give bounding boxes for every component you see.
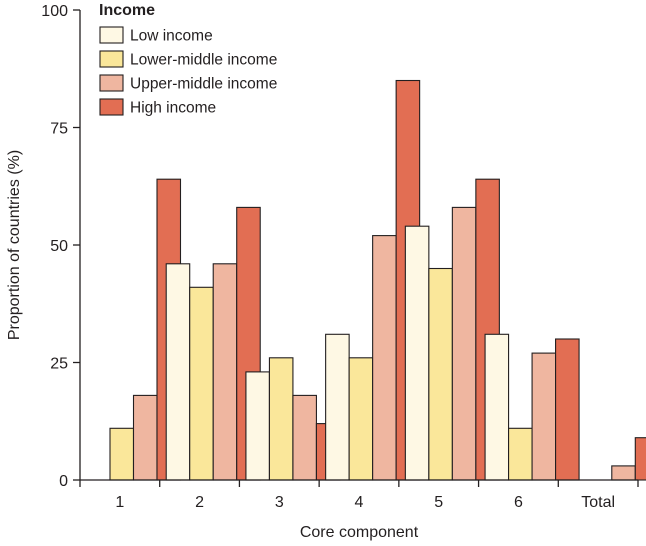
- bar-6-lower-middle-income: [508, 427, 533, 481]
- bar-3-lower-middle-income: [268, 357, 294, 481]
- bar-1-lower-middle-income: [109, 427, 135, 481]
- y-axis-title: Proportion of countries (%): [6, 150, 23, 340]
- y-tick-label: 50: [50, 238, 68, 255]
- bar-7-upper-middle-income: [611, 465, 636, 481]
- bar-7-high-income: [634, 437, 646, 481]
- bar-3-low-income: [245, 371, 270, 481]
- bar-4-upper-middle-income: [372, 235, 397, 481]
- legend-label: Upper-middle income: [130, 76, 277, 93]
- bar-6-upper-middle-income: [531, 352, 557, 481]
- legend-title: Income: [99, 2, 155, 19]
- legend-label: Lower-middle income: [130, 52, 277, 69]
- x-ticks-group: 1 2 3 4 5 6 Total: [79, 480, 639, 511]
- legend-label: Low income: [130, 28, 213, 45]
- legend-swatch-low-income: [99, 26, 124, 44]
- bar-6-low-income: [484, 333, 510, 481]
- bars-group: [109, 79, 646, 481]
- x-tick-label: 5: [434, 494, 443, 511]
- legend-swatch-high-income: [99, 98, 124, 116]
- bar-5-upper-middle-income: [451, 206, 477, 481]
- bar-4-lower-middle-income: [348, 357, 374, 481]
- bar-4-low-income: [325, 333, 350, 481]
- legend-label: High income: [130, 100, 216, 117]
- bar-5-lower-middle-income: [428, 267, 453, 481]
- y-tick-label: 0: [59, 473, 68, 490]
- x-tick-label: 1: [115, 494, 124, 511]
- bar-2-low-income: [165, 263, 191, 481]
- y-tick-label: 75: [50, 121, 68, 138]
- legend-swatch-upper-middle-income: [99, 74, 124, 92]
- bar-5-low-income: [404, 225, 430, 481]
- x-tick-label: 4: [355, 494, 364, 511]
- x-tick-label: 3: [275, 494, 284, 511]
- y-tick-label: 100: [41, 3, 68, 20]
- x-tick-label: 2: [195, 494, 204, 511]
- x-tick-label: Total: [581, 494, 615, 511]
- bar-2-lower-middle-income: [189, 286, 214, 481]
- bar-3-upper-middle-income: [292, 394, 317, 481]
- bar-6-high-income: [555, 338, 580, 481]
- y-tick-label: 25: [50, 356, 68, 373]
- legend: Income Low income Lower-middle income Uppe…: [99, 2, 277, 117]
- x-tick-label: 6: [514, 494, 523, 511]
- legend-swatch-lower-middle-income: [99, 50, 124, 68]
- y-ticks-group: 0 25 50 75 100: [41, 3, 80, 490]
- bar-2-upper-middle-income: [212, 263, 238, 481]
- bar-1-upper-middle-income: [132, 394, 158, 481]
- x-axis-title: Core component: [300, 524, 419, 541]
